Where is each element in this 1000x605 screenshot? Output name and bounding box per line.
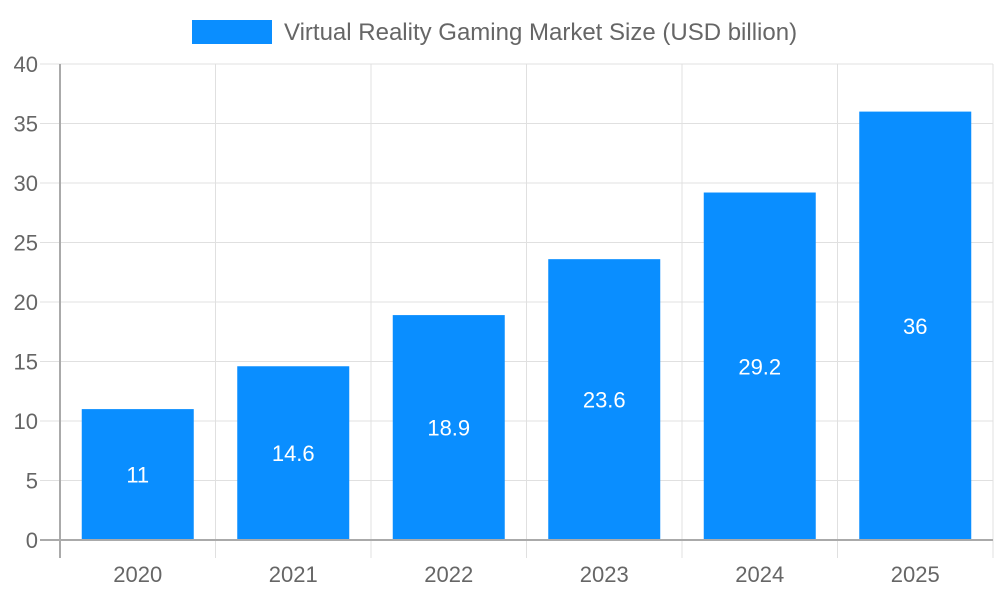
y-tick-label: 15 xyxy=(14,350,38,375)
y-tick-label: 40 xyxy=(14,52,38,77)
y-tick-label: 25 xyxy=(14,231,38,256)
y-tick-label: 5 xyxy=(26,469,38,494)
data-label: 11 xyxy=(126,463,149,488)
bars: 11 14.6 18.9 23.6 29.2 36 xyxy=(81,111,972,540)
data-label: 23.6 xyxy=(583,388,626,413)
legend-label: Virtual Reality Gaming Market Size (USD … xyxy=(284,19,797,46)
data-label: 18.9 xyxy=(427,416,470,441)
y-tick-label: 0 xyxy=(26,528,38,553)
y-tick-label: 20 xyxy=(14,290,38,315)
bar-2025 xyxy=(859,111,972,540)
y-tick-label: 30 xyxy=(14,171,38,196)
x-tick-label: 2021 xyxy=(269,562,318,587)
legend-swatch xyxy=(192,20,272,44)
bar-2020 xyxy=(81,409,194,540)
y-tick-label: 10 xyxy=(14,409,38,434)
bar-2021 xyxy=(237,366,350,540)
x-tick-label: 2022 xyxy=(424,562,473,587)
bar-2023 xyxy=(548,259,661,540)
y-tick-label: 35 xyxy=(14,112,38,137)
legend: Virtual Reality Gaming Market Size (USD … xyxy=(192,19,797,46)
data-label: 29.2 xyxy=(738,354,781,379)
x-tick-label: 2020 xyxy=(113,562,162,587)
x-tick-label: 2023 xyxy=(580,562,629,587)
x-tick-label: 2025 xyxy=(891,562,940,587)
bar-2022 xyxy=(392,315,505,540)
grid xyxy=(40,63,994,558)
data-label: 14.6 xyxy=(272,441,315,466)
bar-2024 xyxy=(703,192,816,540)
data-label: 36 xyxy=(903,314,927,339)
x-tick-label: 2024 xyxy=(735,562,784,587)
